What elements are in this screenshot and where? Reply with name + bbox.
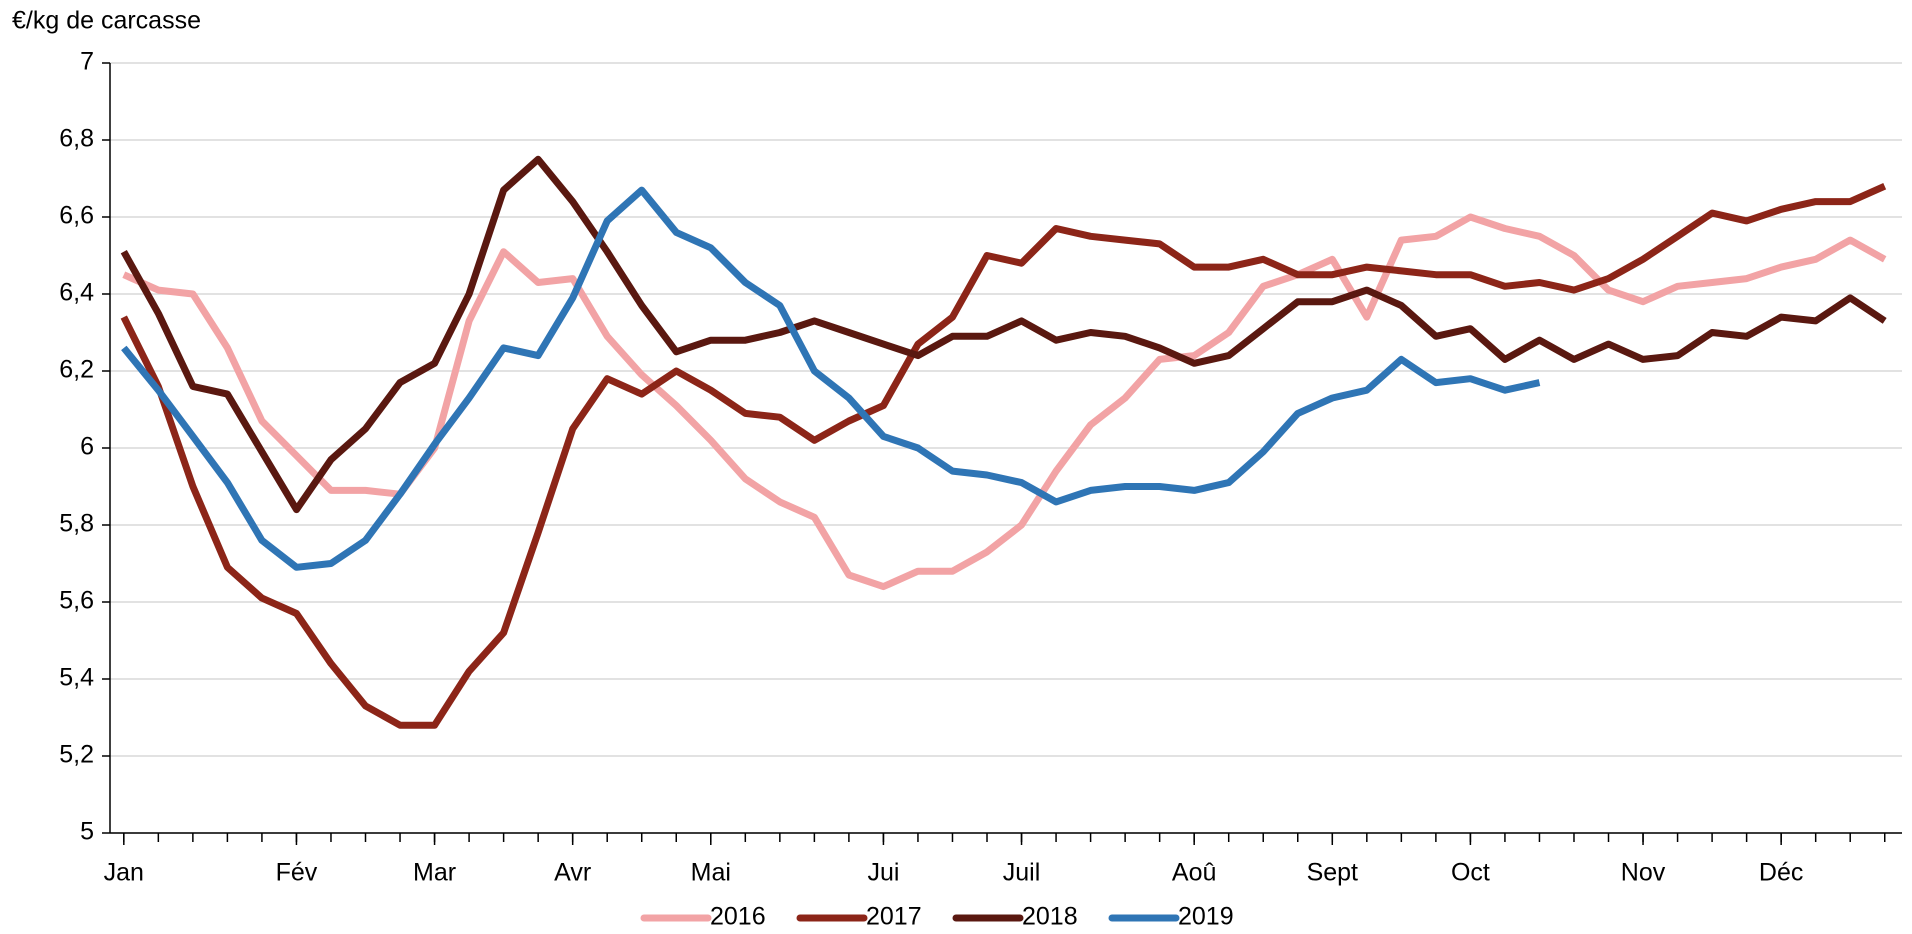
series-line: [120, 155, 1887, 514]
y-tick-label: 5,8: [59, 510, 94, 538]
y-tick-label: 6,2: [59, 356, 94, 384]
legend-label: 2018: [1022, 903, 1078, 931]
x-tick-label: Juil: [1003, 859, 1041, 887]
x-tick-label: Nov: [1621, 859, 1666, 887]
x-tick-label: Fév: [276, 859, 318, 887]
x-tick-label: Jan: [104, 859, 144, 887]
legend-label: 2017: [866, 903, 922, 931]
x-tick-label: Oct: [1451, 859, 1490, 887]
y-tick-label: 6,6: [59, 202, 94, 230]
y-tick-label: 6,4: [59, 279, 94, 307]
y-tick-label: 5,2: [59, 741, 94, 769]
y-tick-label: 5,6: [59, 587, 94, 615]
y-tick-label: 7: [80, 48, 94, 76]
y-tick-label: 6: [80, 433, 94, 461]
y-tick-label: 5: [80, 818, 94, 846]
x-tick-label: Sept: [1307, 859, 1358, 887]
y-axis-label: €/kg de carcasse: [12, 7, 201, 35]
x-tick-label: Aoû: [1172, 859, 1216, 887]
y-tick-label: 5,4: [59, 664, 94, 692]
series-line: [121, 186, 1541, 571]
x-tick-label: Jui: [867, 859, 899, 887]
legend-label: 2019: [1178, 903, 1234, 931]
x-tick-label: Déc: [1759, 859, 1803, 887]
x-tick-label: Mai: [691, 859, 731, 887]
x-tick-label: Avr: [554, 859, 591, 887]
legend-label: 2016: [710, 903, 766, 931]
series-line: [120, 183, 1887, 729]
x-tick-label: Mar: [413, 859, 456, 887]
y-tick-label: 6,8: [59, 125, 94, 153]
